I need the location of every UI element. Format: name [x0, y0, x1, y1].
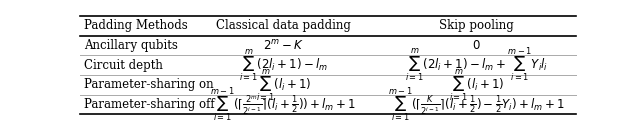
Text: Padding Methods: Padding Methods [84, 19, 188, 32]
Text: Skip pooling: Skip pooling [440, 19, 514, 32]
Text: $\sum_{i=1}^{m}(2l_i+1)-l_m$: $\sum_{i=1}^{m}(2l_i+1)-l_m$ [239, 47, 328, 83]
Text: Classical data padding: Classical data padding [216, 19, 351, 32]
Text: $\sum_{i=1}^{m}(l_i+1)$: $\sum_{i=1}^{m}(l_i+1)$ [255, 67, 311, 103]
Text: $\sum_{i=1}^{m}(2l_i+1)-l_m+\sum_{i=1}^{m-1}Y_il_i$: $\sum_{i=1}^{m}(2l_i+1)-l_m+\sum_{i=1}^{… [405, 46, 548, 84]
Text: $0$: $0$ [472, 39, 481, 52]
Text: $2^m - K$: $2^m - K$ [263, 38, 304, 53]
Text: $\sum_{i=1}^{m}(l_i+1)$: $\sum_{i=1}^{m}(l_i+1)$ [449, 67, 504, 103]
Text: $\sum_{i=1}^{m-1}(\lceil\frac{K}{2^{i-1}}\rceil(l_i+\frac{1}{2})-\frac{1}{2}Y_i): $\sum_{i=1}^{m-1}(\lceil\frac{K}{2^{i-1}… [388, 86, 565, 124]
Text: Parameter-sharing off: Parameter-sharing off [84, 98, 214, 111]
Text: $\sum_{i=1}^{m-1}(\lceil\frac{2^m}{2^{i-1}}\rceil(l_i+\frac{1}{2}))+l_m+1$: $\sum_{i=1}^{m-1}(\lceil\frac{2^m}{2^{i-… [211, 86, 356, 124]
Text: Ancillary qubits: Ancillary qubits [84, 39, 178, 52]
Text: Circuit depth: Circuit depth [84, 59, 163, 72]
Text: Parameter-sharing on: Parameter-sharing on [84, 78, 214, 91]
